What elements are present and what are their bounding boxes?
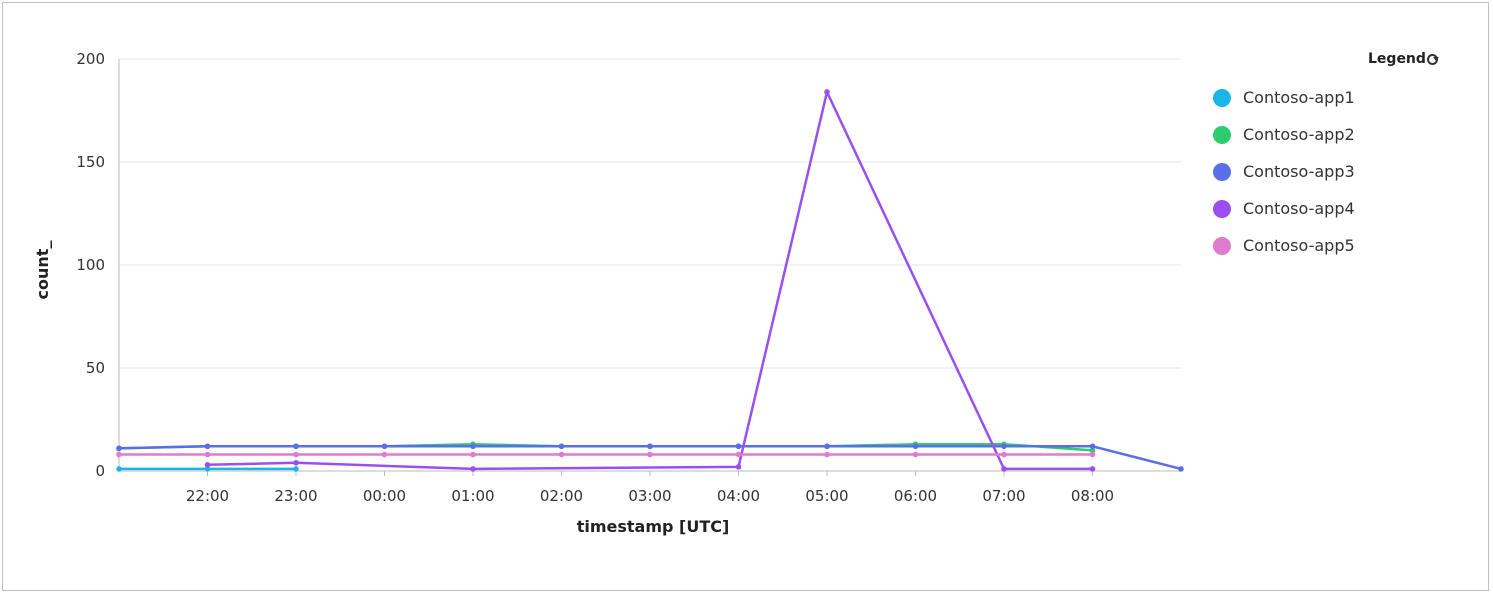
- data-point[interactable]: [647, 451, 653, 458]
- legend-header[interactable]: Legend: [1368, 51, 1439, 67]
- data-point[interactable]: [116, 445, 122, 452]
- y-tick-label: 0: [95, 462, 105, 480]
- x-tick-label: 08:00: [1071, 487, 1114, 505]
- data-point[interactable]: [1089, 443, 1096, 450]
- legend-swatch: [1213, 199, 1231, 218]
- data-point[interactable]: [204, 466, 211, 472]
- x-tick-label: 04:00: [717, 487, 760, 505]
- data-point[interactable]: [293, 466, 299, 472]
- data-point[interactable]: [735, 464, 742, 470]
- x-tick-label: 05:00: [805, 487, 848, 505]
- data-point[interactable]: [558, 443, 565, 450]
- grid-lines: [119, 58, 1181, 472]
- legend-label: Contoso-app2: [1243, 125, 1355, 144]
- data-point[interactable]: [293, 443, 299, 450]
- data-point[interactable]: [293, 459, 299, 466]
- data-point[interactable]: [293, 451, 299, 458]
- data-point[interactable]: [912, 443, 919, 450]
- y-tick-label: 100: [76, 256, 105, 274]
- legend-label: Contoso-app3: [1243, 162, 1355, 181]
- data-point[interactable]: [1089, 447, 1096, 454]
- series-line[interactable]: [207, 90, 1093, 471]
- legend-title: Legend: [1368, 51, 1426, 67]
- axes: 0 50 100 150 200 22:00 23:00 00:00 01:00 02:00 03:…: [76, 50, 1114, 505]
- legend-item-contoso-app2[interactable]: Contoso-app2: [1208, 116, 1355, 153]
- series-contoso-app3: [116, 443, 1184, 472]
- x-tick-label: 00:00: [363, 487, 406, 505]
- series-line[interactable]: [118, 445, 1182, 471]
- series-lines: [116, 89, 1184, 472]
- data-point[interactable]: [204, 451, 211, 458]
- legend-swatch: [1213, 162, 1231, 181]
- data-point[interactable]: [204, 443, 211, 450]
- legend-items: Contoso-app1 Contoso-app2 Contoso-app3 Cont…: [1208, 79, 1355, 264]
- legend-item-contoso-app3[interactable]: Contoso-app3: [1208, 153, 1355, 190]
- data-point[interactable]: [204, 462, 211, 468]
- data-point[interactable]: [116, 466, 122, 472]
- legend-swatch: [1213, 88, 1231, 107]
- y-tick-label: 150: [76, 153, 105, 171]
- data-point[interactable]: [1001, 451, 1007, 458]
- legend-swatch: [1213, 236, 1231, 255]
- x-tick-label: 01:00: [451, 487, 494, 505]
- data-point[interactable]: [647, 443, 653, 450]
- x-tick-label: 22:00: [186, 487, 229, 505]
- data-point[interactable]: [470, 466, 476, 472]
- data-point[interactable]: [912, 451, 919, 458]
- data-point[interactable]: [824, 89, 830, 95]
- series-contoso-app4: [204, 89, 1096, 472]
- legend-item-contoso-app1[interactable]: Contoso-app1: [1208, 79, 1355, 116]
- data-point[interactable]: [1089, 466, 1096, 472]
- data-point[interactable]: [735, 443, 742, 450]
- x-axis-title: timestamp [UTC]: [577, 517, 730, 536]
- data-point[interactable]: [470, 451, 476, 458]
- legend-toggle-icon[interactable]: [1426, 53, 1439, 65]
- data-point[interactable]: [735, 451, 742, 458]
- data-point[interactable]: [116, 451, 122, 458]
- legend-item-contoso-app5[interactable]: Contoso-app5: [1208, 227, 1355, 264]
- legend-item-contoso-app4[interactable]: Contoso-app4: [1208, 190, 1355, 227]
- y-axis-title: count_: [33, 241, 52, 300]
- data-point[interactable]: [1089, 451, 1096, 458]
- x-tick-label: 23:00: [274, 487, 317, 505]
- legend-label: Contoso-app5: [1243, 236, 1355, 255]
- data-point[interactable]: [824, 443, 830, 450]
- data-point[interactable]: [381, 443, 388, 450]
- legend-swatch: [1213, 125, 1231, 144]
- data-point[interactable]: [470, 443, 476, 450]
- data-point[interactable]: [824, 451, 830, 458]
- x-tick-label: 02:00: [540, 487, 583, 505]
- series-contoso-app5: [116, 451, 1096, 458]
- data-point[interactable]: [1178, 466, 1184, 472]
- data-point[interactable]: [1001, 443, 1007, 450]
- data-point[interactable]: [381, 451, 388, 458]
- y-tick-label: 200: [76, 50, 105, 68]
- y-tick-label: 50: [86, 359, 105, 377]
- series-contoso-app1: [116, 466, 299, 472]
- x-tick-label: 03:00: [628, 487, 671, 505]
- line-chart: 0 50 100 150 200 22:00 23:00 00:00 01:00 02:00 03:…: [33, 50, 1184, 536]
- data-point[interactable]: [1001, 466, 1007, 472]
- x-tick-label: 06:00: [894, 487, 937, 505]
- legend-label: Contoso-app4: [1243, 199, 1355, 218]
- data-point[interactable]: [558, 451, 565, 458]
- x-tick-label: 07:00: [982, 487, 1025, 505]
- legend-label: Contoso-app1: [1243, 88, 1355, 107]
